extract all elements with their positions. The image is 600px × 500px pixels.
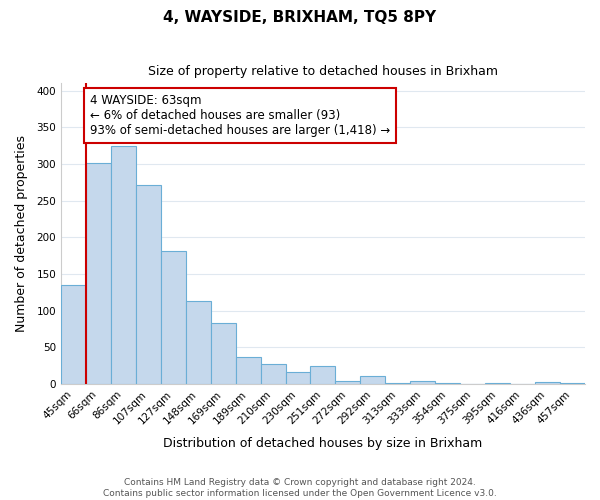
Bar: [361, 376, 385, 384]
Text: Contains HM Land Registry data © Crown copyright and database right 2024.
Contai: Contains HM Land Registry data © Crown c…: [103, 478, 497, 498]
Bar: [161, 250, 186, 384]
Bar: [286, 372, 310, 384]
Bar: [111, 146, 136, 384]
Text: 4, WAYSIDE, BRIXHAM, TQ5 8PY: 4, WAYSIDE, BRIXHAM, TQ5 8PY: [163, 10, 437, 25]
Bar: [61, 285, 86, 384]
Bar: [136, 186, 161, 384]
Bar: [236, 357, 260, 384]
Bar: [86, 162, 111, 384]
Bar: [535, 382, 560, 384]
Text: 4 WAYSIDE: 63sqm
← 6% of detached houses are smaller (93)
93% of semi-detached h: 4 WAYSIDE: 63sqm ← 6% of detached houses…: [89, 94, 390, 138]
Bar: [485, 382, 510, 384]
Bar: [211, 324, 236, 384]
Bar: [560, 382, 585, 384]
Bar: [260, 364, 286, 384]
Title: Size of property relative to detached houses in Brixham: Size of property relative to detached ho…: [148, 65, 498, 78]
Bar: [310, 366, 335, 384]
Y-axis label: Number of detached properties: Number of detached properties: [15, 136, 28, 332]
Bar: [186, 302, 211, 384]
Bar: [410, 380, 435, 384]
Bar: [335, 380, 361, 384]
X-axis label: Distribution of detached houses by size in Brixham: Distribution of detached houses by size …: [163, 437, 482, 450]
